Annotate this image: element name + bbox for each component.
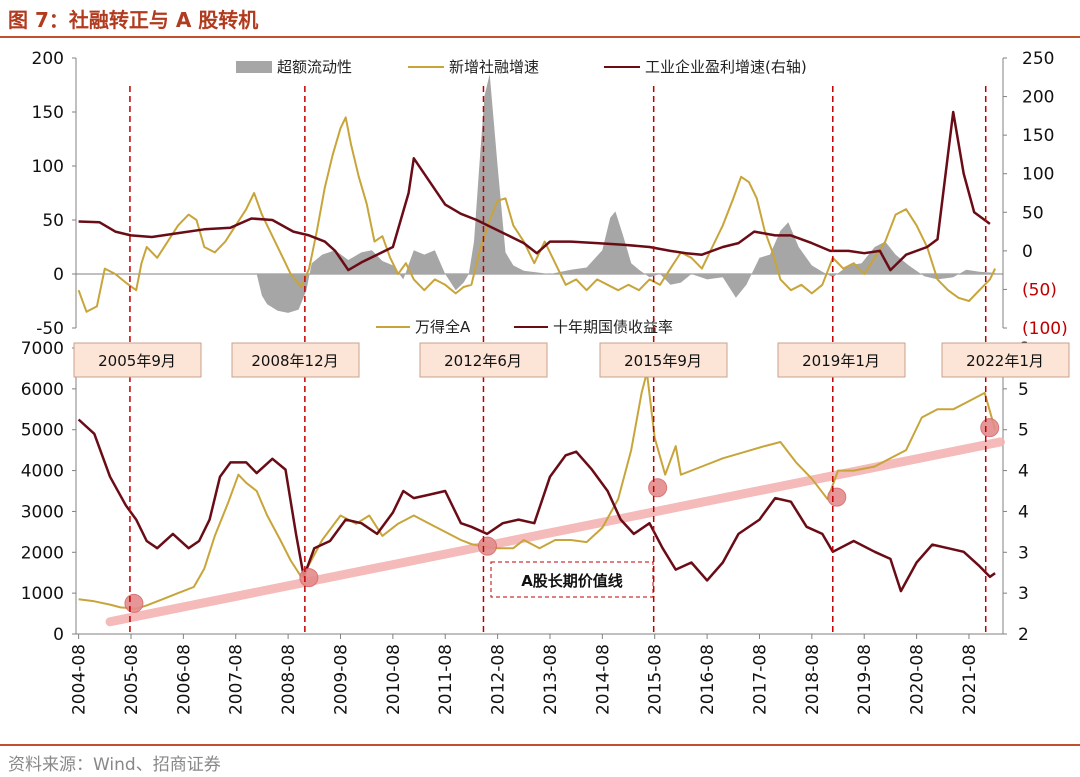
marker-label: 2005年9月	[98, 352, 176, 370]
top-left-tick-label: 50	[42, 211, 64, 231]
legend-label-wind-a: 万得全A	[415, 318, 471, 336]
bottom-right-tick-label: 5	[1018, 421, 1029, 441]
bottom-right-tick-label: 4	[1018, 462, 1029, 482]
x-tick-label: 2009-08	[331, 644, 351, 715]
legend-label-social-financing: 新增社融增速	[449, 58, 539, 76]
bottom-right-tick-label: 3	[1018, 584, 1029, 604]
bottom-legend: 万得全A 十年期国债收益率	[376, 318, 673, 336]
top-left-tick-label: 0	[53, 265, 64, 285]
x-tick-label: 2008-08	[279, 644, 299, 715]
marker-label-box	[599, 342, 728, 378]
x-tick-label: 2010-08	[384, 644, 404, 715]
top-right-tick-label: 200	[1022, 88, 1054, 108]
value-line-label: A股长期价值线	[521, 572, 623, 590]
marker-label: 2012年6月	[444, 352, 522, 370]
marker-dot	[648, 478, 668, 498]
bottom-left-tick-label: 1000	[21, 584, 64, 604]
x-tick-label: 2014-08	[593, 644, 613, 715]
bottom-right-tick-label: 2	[1018, 625, 1029, 645]
bottom-left-tick-label: 0	[53, 625, 64, 645]
marker-label: 2008年12月	[251, 352, 338, 370]
marker-label: 2019年1月	[802, 352, 880, 370]
top-left-tick-label: -50	[36, 319, 64, 339]
x-tick-label: 2012-08	[489, 644, 509, 715]
value-line-annotation: A股长期价值线	[490, 561, 654, 598]
top-panel: -50 0 50 100 150 200 (100) (50) 0 50 100 150 200 250…	[32, 49, 1068, 339]
x-tick-label: 2020-08	[908, 644, 928, 715]
x-tick-label: 2011-08	[436, 644, 456, 715]
top-right-tick-label: 100	[1022, 165, 1054, 185]
excess-liquidity-area	[256, 74, 996, 313]
marker-dot	[124, 593, 144, 613]
marker-dot	[980, 418, 1000, 438]
legend-label-excess-liquidity: 超额流动性	[277, 58, 352, 76]
marker-label: 2015年9月	[624, 352, 702, 370]
legend-label-bond-yield: 十年期国债收益率	[553, 318, 673, 336]
x-tick-label: 2015-08	[646, 644, 666, 715]
x-tick-label: 2006-08	[174, 644, 194, 715]
bottom-right-tick-label: 5	[1018, 380, 1029, 400]
bottom-left-tick-label: 3000	[21, 502, 64, 522]
a-share-value-trend-line	[105, 437, 1005, 627]
bottom-right-tick-label: 4	[1018, 502, 1029, 522]
marker-dot	[477, 536, 497, 556]
top-legend: 超额流动性 新增社融增速 工业企业盈利增速(右轴)	[236, 58, 807, 76]
x-tick-label: 2013-08	[541, 644, 561, 715]
top-left-tick-label: 100	[32, 157, 64, 177]
ten-year-yield-line	[77, 418, 996, 593]
social-financing-growth-line	[77, 116, 997, 313]
x-tick-label: 2004-08	[70, 644, 90, 715]
marker-label-box	[73, 342, 202, 378]
value-line-box	[490, 561, 654, 598]
marker-label: 2022年1月	[966, 352, 1044, 370]
x-tick-label: 2018-08	[803, 644, 823, 715]
bottom-left-tick-label: 7000	[21, 339, 64, 359]
marker-label-box	[419, 342, 548, 378]
x-tick-label: 2007-08	[227, 644, 247, 715]
top-right-tick-label: (100)	[1022, 319, 1068, 339]
bottom-left-tick-label: 2000	[21, 543, 64, 563]
marker-dot	[827, 487, 847, 507]
top-right-tick-label: 50	[1022, 203, 1044, 223]
x-tick-label: 2005-08	[122, 644, 142, 715]
top-right-tick-label: (50)	[1022, 280, 1057, 300]
top-right-tick-label: 150	[1022, 126, 1054, 146]
marker-label-box	[941, 342, 1070, 378]
legend-swatch-excess-liquidity	[236, 61, 272, 73]
bottom-left-tick-label: 4000	[21, 462, 64, 482]
source-note: 资料来源：Wind、招商证券	[8, 755, 221, 775]
bottom-left-tick-label: 5000	[21, 421, 64, 441]
footer-rule	[0, 744, 1080, 746]
figure-title: 图 7：社融转正与 A 股转机	[8, 8, 259, 32]
bottom-left-tick-label: 6000	[21, 380, 64, 400]
title-rule	[0, 36, 1080, 38]
top-left-tick-label: 150	[32, 103, 64, 123]
top-right-tick-label: 250	[1022, 49, 1054, 69]
x-tick-label: 2016-08	[698, 644, 718, 715]
x-tick-label: 2019-08	[855, 644, 875, 715]
x-tick-label: 2017-08	[750, 644, 770, 715]
industrial-profit-growth-line	[78, 110, 991, 272]
top-left-tick-label: 200	[32, 49, 64, 69]
marker-dot	[299, 568, 319, 588]
marker-label-box	[777, 342, 906, 378]
bottom-right-tick-label: 3	[1018, 543, 1029, 563]
legend-label-industrial-profit: 工业企业盈利增速(右轴)	[645, 58, 807, 76]
marker-label-box	[231, 342, 360, 378]
x-tick-label: 2021-08	[960, 644, 980, 715]
top-right-tick-label: 0	[1022, 242, 1033, 262]
